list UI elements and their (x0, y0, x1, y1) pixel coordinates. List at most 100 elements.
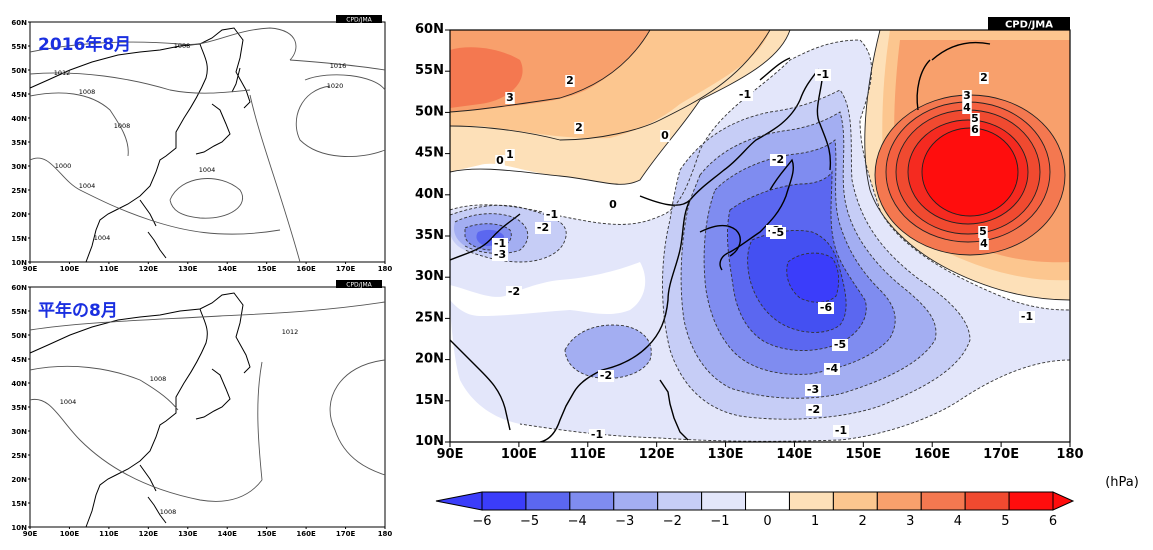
colorbar-tick-label: −4 (568, 514, 587, 529)
contour-label-bg (495, 155, 505, 167)
panel-frame (29, 21, 386, 263)
panel-2016-august: 10N 15N 20N 25N 30N 35N 40N 45N 50N 55N 60N 90E 100… (11, 15, 392, 273)
contour-label: 0 (661, 129, 669, 142)
panel-title: 平年の8月 (38, 300, 118, 321)
credit-label: CPD/JMA (1005, 20, 1053, 31)
lat-tick-label: 60N (11, 19, 27, 27)
lat-tick-label: 60N (11, 284, 27, 292)
contour-label: -5 (834, 338, 846, 351)
contour-label: 1004 (199, 166, 216, 174)
lon-tick-label: 100E (501, 447, 537, 462)
contour-label: -1 (591, 428, 603, 441)
lat-tick-label: 55N (11, 308, 27, 316)
contour-label: 4 (963, 101, 971, 114)
credit-box (336, 15, 382, 23)
contour-label-bg (806, 404, 822, 416)
contour-label: -4 (826, 362, 839, 375)
contour-label-bg (818, 302, 834, 314)
lon-tick-label: 110E (99, 265, 119, 273)
contour-label-bg (535, 222, 551, 234)
lat-ticks-bl: 10N 15N 20N 25N 30N 35N 40N 45N 50N 55N 60N (11, 284, 30, 532)
lat-tick-label: 15N (415, 393, 444, 408)
colorbar-unit: (hPa) (1105, 475, 1139, 490)
contour-label-bg (978, 226, 988, 238)
lat-tick-label: 10N (11, 259, 27, 267)
colorbar-tick-label: 2 (859, 514, 867, 529)
contour-label-bg (970, 124, 980, 136)
contour-label-bg (660, 130, 670, 142)
lat-tick-label: 45N (11, 356, 27, 364)
colorbar-tick-label: 4 (954, 514, 962, 529)
colorbar-cell (745, 491, 790, 511)
contour-label: -1 (835, 424, 847, 437)
contour-label: 2 (566, 74, 574, 87)
contour-label-bg (492, 238, 508, 250)
lon-tick-label: 110E (570, 447, 606, 462)
colorbar-tick-label: 1 (811, 514, 819, 529)
credit-label: CPD/JMA (346, 17, 372, 24)
lat-tick-label: 10N (415, 434, 444, 449)
contour-label: 1008 (150, 375, 167, 383)
contour-label-bg (805, 384, 821, 396)
lat-tick-label: 60N (415, 22, 444, 37)
lat-ticks-main: 10N 15N 20N 25N 30N 35N 40N 45N 50N 55N 60N (415, 22, 450, 449)
lat-tick-label: 15N (11, 500, 27, 508)
colorbar-cell (876, 491, 922, 511)
contour-label: 1012 (54, 69, 71, 77)
lat-tick-label: 50N (11, 332, 27, 340)
contour-label: -1 (1021, 310, 1033, 323)
contour-label-bg (962, 102, 972, 114)
contour-label: -2 (508, 285, 520, 298)
lon-tick-label: 170E (336, 530, 356, 538)
colorbar-tick-label: −5 (520, 514, 539, 529)
colorbar-cell (569, 491, 615, 511)
contour-labels-tl: 1008 1016 1012 1008 1020 1008 1000 1004 1004 1004 (54, 42, 347, 242)
colorbar-cell (832, 491, 878, 511)
contour-label: -2 (772, 153, 784, 166)
lon-tick-label: 150E (845, 447, 881, 462)
lon-tick-label: 100E (60, 530, 80, 538)
contour-label: 1000 (55, 162, 72, 170)
contour-labels-main: 232010-2-1-3-1-2-1-2-3-1-5-6-2-5-4-3-2-1… (492, 68, 1035, 441)
contour-label: -1 (817, 68, 829, 81)
colorbar-tick-label: −3 (615, 514, 634, 529)
contour-label: 5 (979, 225, 987, 238)
contour-label-bg (815, 69, 831, 81)
contour-label: 3 (963, 89, 971, 102)
contour-label-bg (1019, 311, 1035, 323)
contour-label-bg (492, 249, 508, 261)
contour-label: 1008 (160, 508, 177, 516)
colorbar-cell (657, 491, 703, 511)
isobars (29, 301, 386, 502)
lat-tick-label: 30N (415, 269, 444, 284)
lat-tick-label: 55N (415, 63, 444, 78)
lat-tick-label: 20N (415, 352, 444, 367)
contour-label-bg (832, 339, 848, 351)
credit-box (988, 17, 1070, 30)
contour-labels-bl: 1012 1008 1004 1008 (60, 328, 299, 516)
colorbar-cell (701, 491, 747, 511)
contour-label: -1 (546, 208, 558, 221)
contour-label: -1 (739, 88, 751, 101)
isobars (29, 27, 386, 263)
contour-label: -1 (494, 237, 506, 250)
lat-ticks-tl: 10N 15N 20N 25N 30N 35N 40N 45N 50N 55N 60N (11, 19, 30, 267)
lon-tick-label: 120E (639, 447, 675, 462)
coastlines (29, 27, 251, 263)
contour-label: 4 (980, 237, 988, 250)
colorbar-cell (613, 491, 659, 511)
anomaly-fill (450, 30, 1070, 442)
lon-tick-label: 100E (60, 265, 80, 273)
contour-label: 5 (971, 112, 979, 125)
contour-label: 1016 (330, 62, 347, 70)
colorbar-tick-label: −2 (663, 514, 682, 529)
lon-tick-label: 140E (776, 447, 812, 462)
lat-tick-label: 15N (11, 235, 27, 243)
lon-tick-label: 120E (139, 530, 159, 538)
lon-tick-label: 90E (23, 265, 38, 273)
lon-tick-label: 130E (178, 265, 198, 273)
lat-tick-label: 30N (11, 428, 27, 436)
lat-tick-label: 35N (11, 139, 27, 147)
contour-label: 6 (971, 123, 979, 136)
